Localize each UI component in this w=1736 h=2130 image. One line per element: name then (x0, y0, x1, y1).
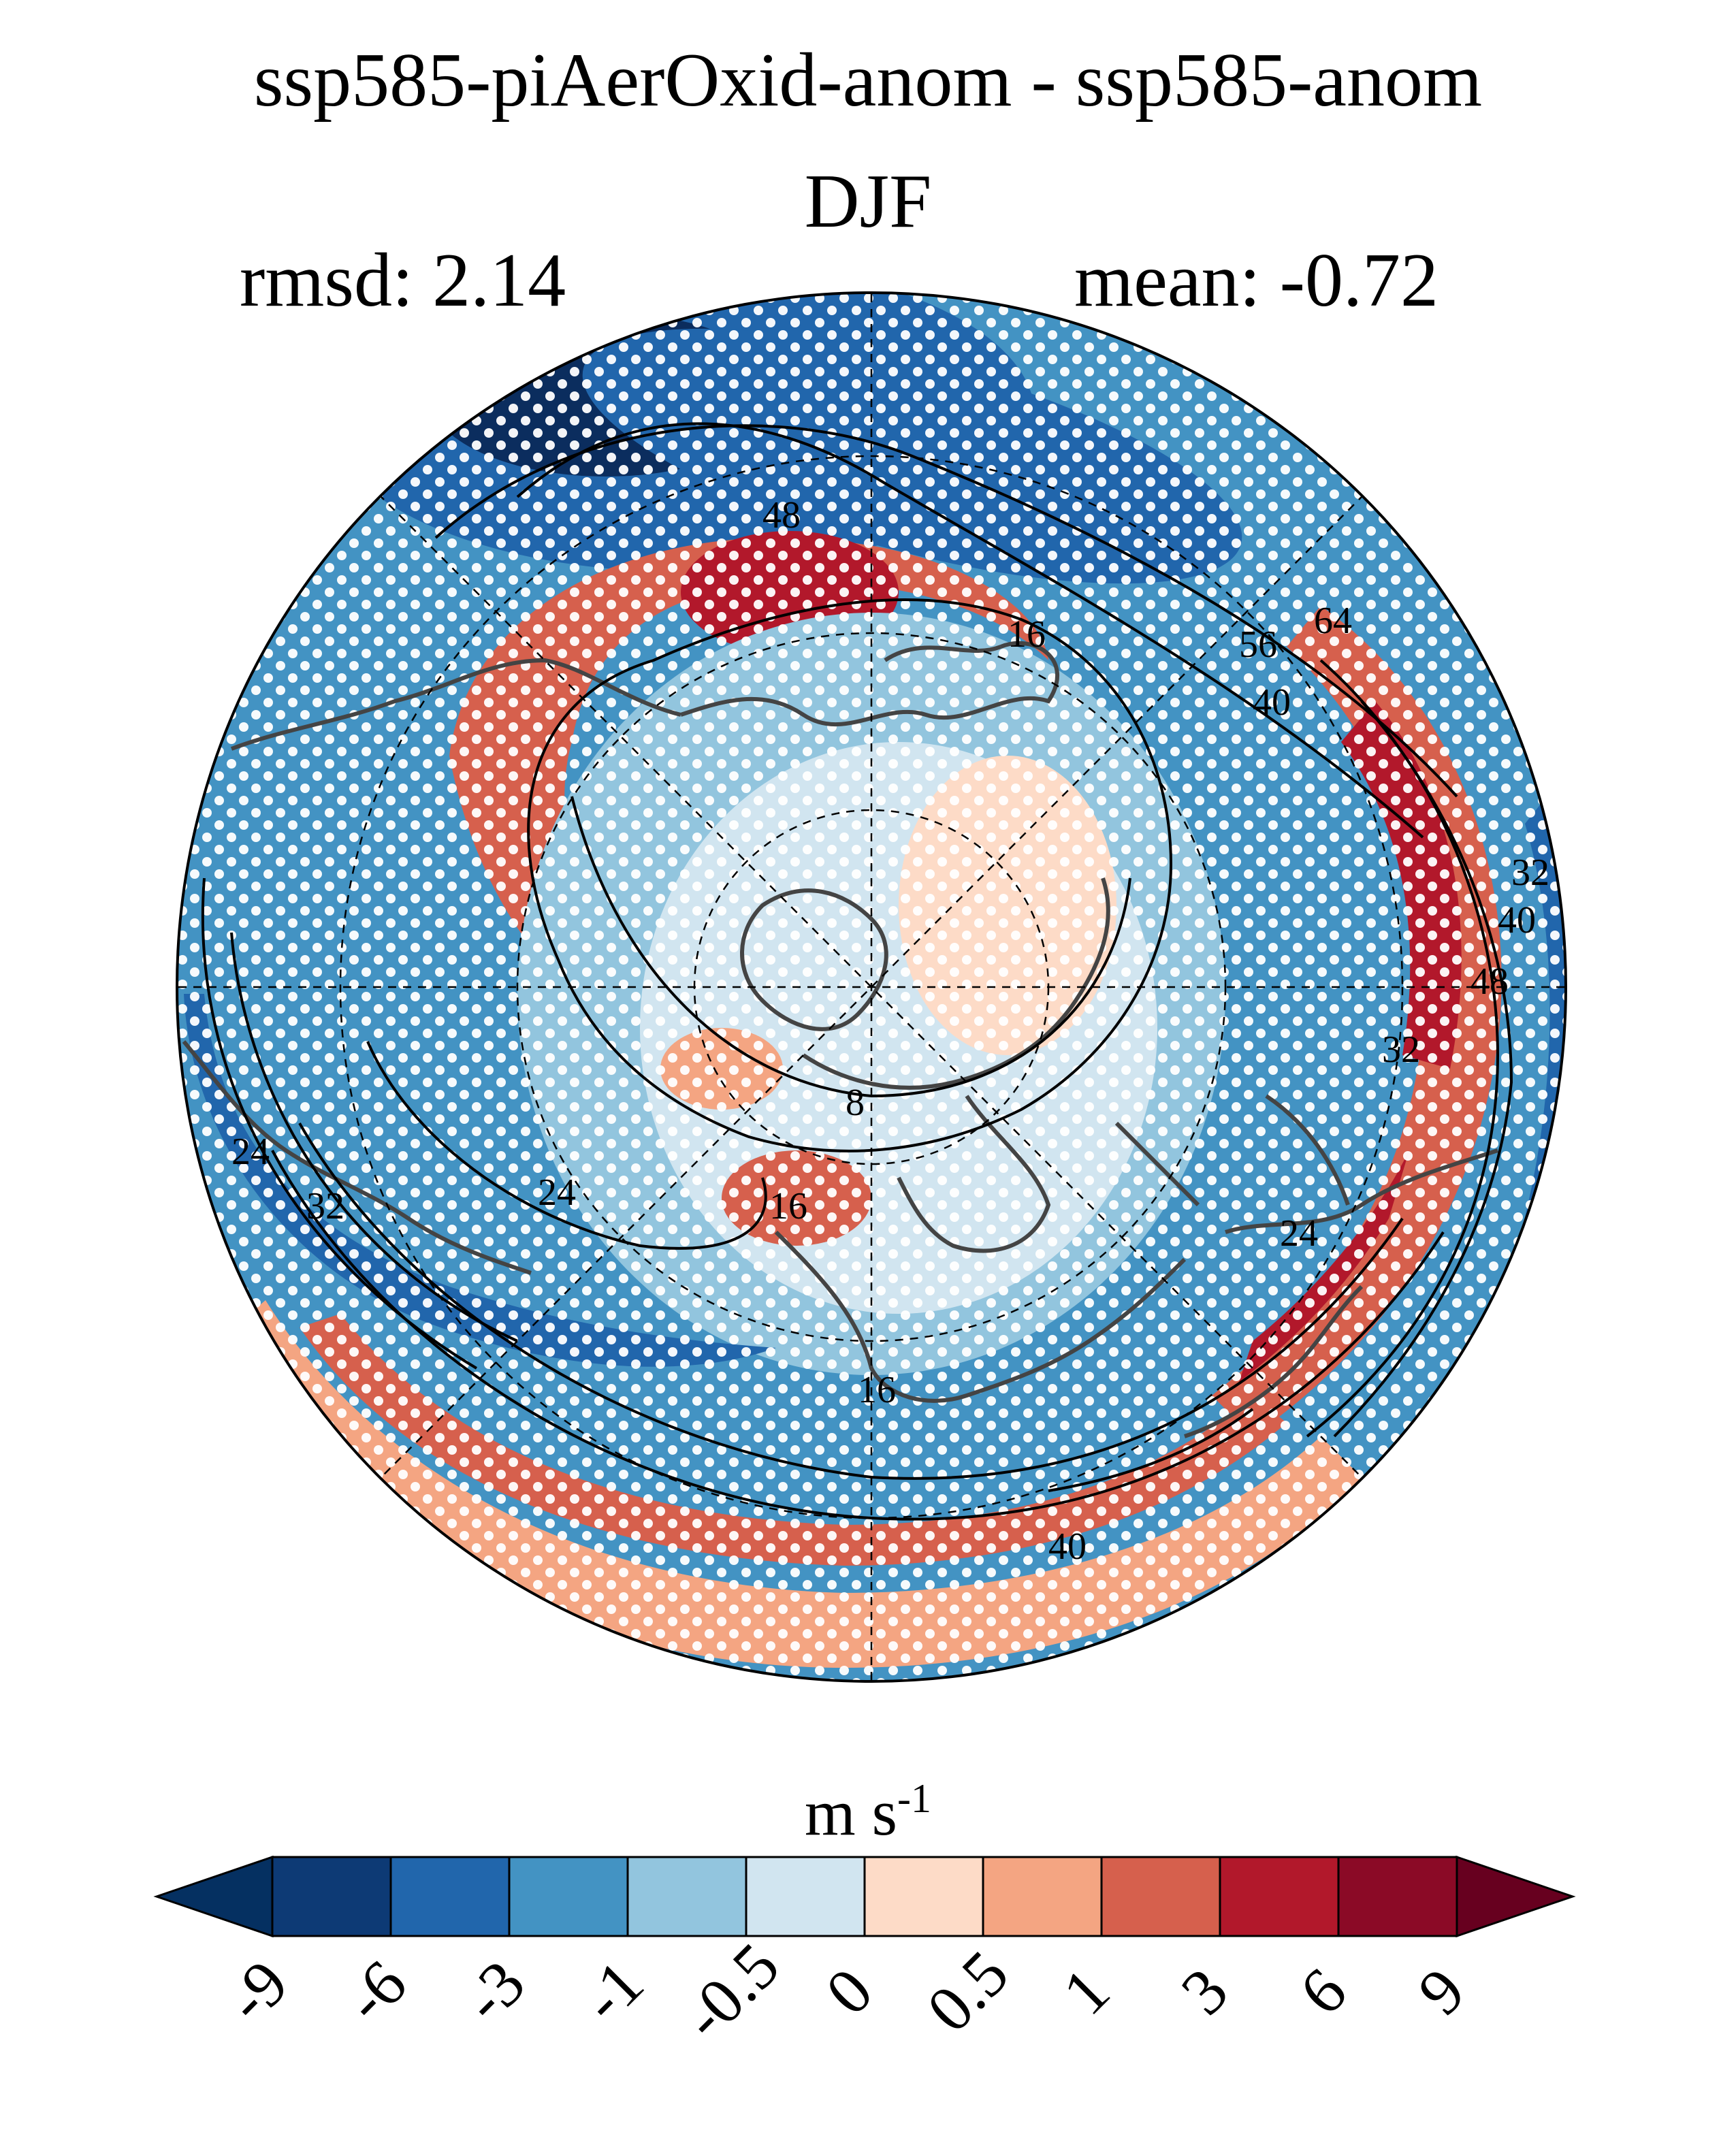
colorbar-box (271, 1856, 392, 1937)
plot-title: ssp585-piAerOxid-anom - ssp585-anom (253, 38, 1483, 123)
contour-label: 48 (762, 494, 801, 536)
colorbar-box (1337, 1856, 1458, 1937)
colorbar-tick-label: -0.5 (668, 1929, 792, 2053)
map-border (176, 291, 1567, 1683)
colorbar-extend-low (153, 1855, 274, 1938)
contour-label: 8 (846, 1082, 865, 1124)
polar-map: 24 48 16 64 56 40 32 40 48 32 8 16 24 24… (176, 288, 1567, 1683)
wind-contours (201, 422, 1513, 1521)
colorbar-box (745, 1856, 866, 1937)
colorbar-tick-label: 0 (811, 1954, 886, 2029)
colorbar-tick-label: -3 (449, 1946, 539, 2036)
colorbar: -9 -6 -3 -1 -0.5 0 0.5 1 3 6 9 (153, 1855, 1576, 2054)
colorbar-tick-label: 1 (1048, 1954, 1123, 2029)
colorbar-box (863, 1856, 984, 1937)
colorbar-box (508, 1856, 629, 1937)
colorbar-extend-high (1456, 1855, 1576, 1938)
contour-label: 24 (1280, 1212, 1318, 1255)
colorbar-box (1100, 1856, 1221, 1937)
contour-label: 24 (475, 288, 513, 330)
coastlines (182, 641, 1498, 1438)
contour-label: 40 (1253, 681, 1291, 724)
colorbar-tick-label: -9 (212, 1946, 302, 2036)
colorbar-units: m s-1 (804, 1776, 931, 1849)
colorbar-box (626, 1856, 748, 1937)
colorbar-box (982, 1856, 1103, 1937)
contour-label: 40 (1498, 899, 1536, 941)
map-fill: 24 48 16 64 56 40 32 40 48 32 8 16 24 24… (177, 288, 1566, 1681)
contour-label: 24 (538, 1172, 576, 1214)
season-label: DJF (804, 159, 932, 244)
contour-label: 32 (1511, 852, 1549, 894)
colorbar-tick-label: -1 (567, 1946, 657, 2036)
contour-label: 24 (231, 1131, 270, 1173)
colorbar-tick-labels: -9 -6 -3 -1 -0.5 0 0.5 1 3 6 9 (212, 1929, 1479, 2053)
colorbar-box (389, 1856, 511, 1937)
colorbar-boxes (153, 1855, 1576, 1938)
contour-labels: 24 48 16 64 56 40 32 40 48 32 8 16 24 24… (231, 288, 1549, 1568)
mean-stat: mean: -0.72 (1074, 238, 1438, 323)
contour-label: 32 (306, 1185, 344, 1227)
colorbar-tick-label: 6 (1285, 1954, 1360, 2029)
contour-label: 64 (1314, 600, 1352, 642)
contour-label: 16 (858, 1369, 896, 1411)
colorbar-tick-label: 9 (1404, 1954, 1479, 2029)
colorbar-box (1219, 1856, 1340, 1937)
contour-label: 56 (1239, 624, 1277, 666)
colorbar-tick-label: -6 (330, 1946, 420, 2036)
contour-label: 48 (1470, 961, 1509, 1003)
contour-label: 16 (1008, 613, 1046, 656)
graticule (177, 293, 1566, 1681)
contour-label: 32 (1382, 1029, 1420, 1071)
colorbar-tick-label: 3 (1167, 1954, 1242, 2029)
contour-label: 16 (769, 1185, 807, 1227)
colorbar-tick-label: 0.5 (913, 1937, 1023, 2046)
contour-label: 40 (1048, 1526, 1087, 1568)
rmsd-stat: rmsd: 2.14 (240, 238, 566, 323)
